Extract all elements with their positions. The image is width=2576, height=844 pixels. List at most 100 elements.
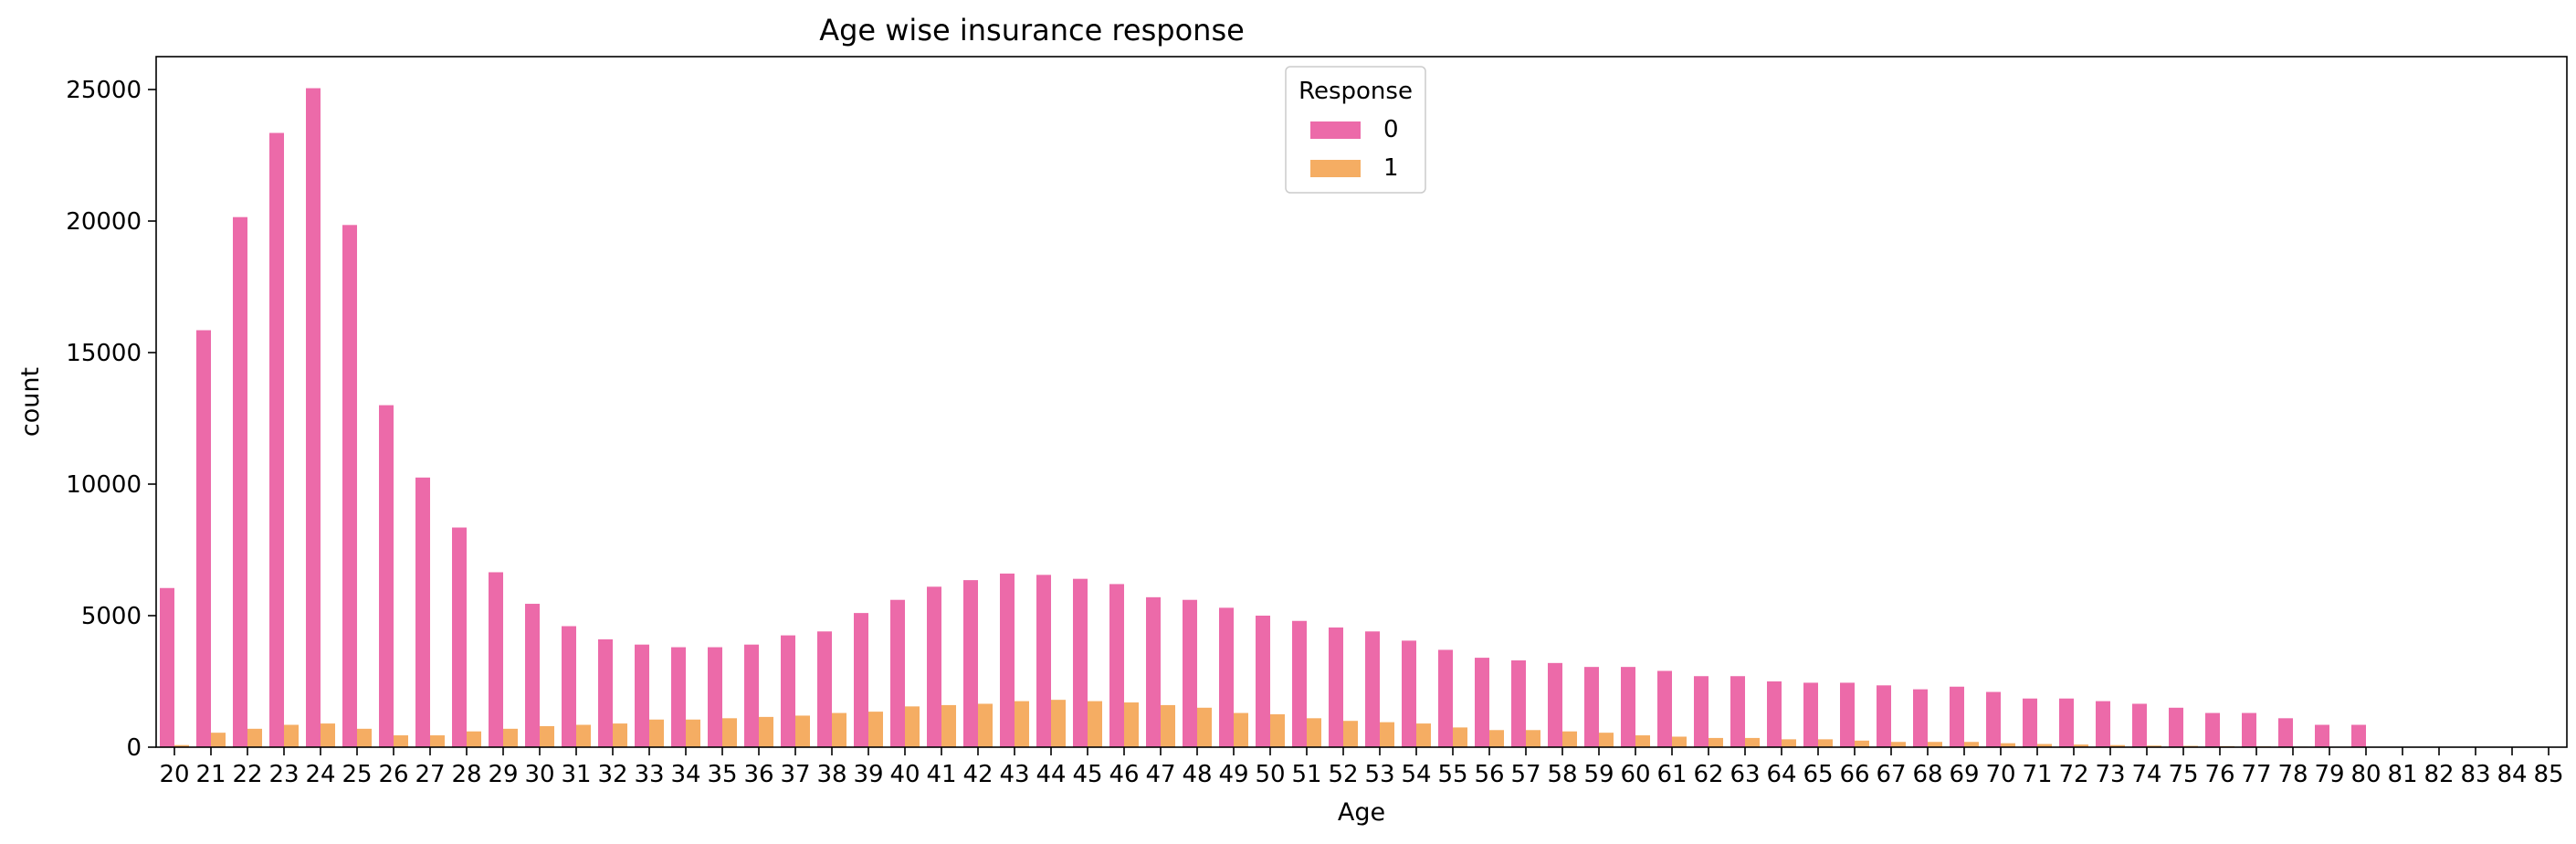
bar-response-0-age-46 bbox=[1109, 584, 1124, 747]
bar-response-0-age-59 bbox=[1584, 667, 1599, 747]
bar-response-1-age-54 bbox=[1416, 723, 1431, 747]
x-tick-label: 83 bbox=[2460, 761, 2490, 788]
bar-response-0-age-44 bbox=[1036, 575, 1051, 747]
bar-response-1-age-61 bbox=[1672, 736, 1687, 747]
bar-response-0-age-55 bbox=[1438, 649, 1453, 747]
bar-response-1-age-67 bbox=[1891, 742, 1906, 747]
x-tick-label: 51 bbox=[1291, 761, 1321, 788]
bar-response-0-age-77 bbox=[2242, 712, 2256, 747]
x-tick-label: 23 bbox=[268, 761, 299, 788]
y-tick-label: 0 bbox=[126, 734, 142, 762]
y-axis-label: count bbox=[16, 367, 45, 437]
bar-response-1-age-39 bbox=[868, 712, 883, 747]
bar-response-0-age-20 bbox=[160, 587, 174, 747]
x-tick-label: 34 bbox=[670, 761, 700, 788]
bar-response-0-age-45 bbox=[1073, 578, 1088, 747]
bar-response-1-age-34 bbox=[686, 719, 700, 747]
bar-response-1-age-43 bbox=[1015, 701, 1029, 747]
x-tick-label: 44 bbox=[1036, 761, 1066, 788]
bar-response-1-age-60 bbox=[1635, 735, 1650, 747]
bar-response-1-age-62 bbox=[1709, 737, 1723, 747]
y-tick-label: 5000 bbox=[81, 603, 142, 630]
x-tick-label: 79 bbox=[2314, 761, 2344, 788]
bar-response-0-age-42 bbox=[963, 580, 978, 747]
x-tick-label: 49 bbox=[1218, 761, 1248, 788]
bar-response-0-age-33 bbox=[635, 644, 649, 747]
x-tick-label: 46 bbox=[1109, 761, 1139, 788]
bar-response-0-age-41 bbox=[927, 586, 941, 747]
bar-response-1-age-44 bbox=[1051, 700, 1066, 747]
x-tick-label: 48 bbox=[1182, 761, 1212, 788]
bar-response-1-age-50 bbox=[1270, 714, 1285, 747]
legend-title: Response bbox=[1299, 78, 1413, 105]
bar-response-1-age-65 bbox=[1818, 739, 1833, 747]
bar-response-0-age-69 bbox=[1950, 686, 1964, 747]
bar-response-1-age-42 bbox=[978, 703, 993, 747]
bar-response-0-age-80 bbox=[2351, 724, 2366, 747]
bar-response-1-age-58 bbox=[1562, 731, 1577, 747]
bar-response-0-age-31 bbox=[562, 626, 576, 747]
x-tick-label: 32 bbox=[597, 761, 627, 788]
bar-response-0-age-72 bbox=[2059, 698, 2074, 747]
bar-response-1-age-23 bbox=[284, 724, 299, 747]
x-tick-label: 68 bbox=[1912, 761, 1942, 788]
x-tick-label: 67 bbox=[1876, 761, 1906, 788]
bar-response-1-age-21 bbox=[211, 733, 226, 747]
x-tick-label: 20 bbox=[159, 761, 189, 788]
y-tick-label: 25000 bbox=[66, 77, 142, 104]
x-tick-label: 25 bbox=[342, 761, 372, 788]
x-tick-label: 76 bbox=[2204, 761, 2234, 788]
bar-response-0-age-63 bbox=[1730, 676, 1745, 747]
bar-response-1-age-69 bbox=[1964, 742, 1979, 747]
bar-response-1-age-33 bbox=[649, 719, 664, 747]
legend-swatch-0 bbox=[1310, 121, 1361, 139]
bar-response-1-age-45 bbox=[1088, 701, 1102, 747]
bar-response-0-age-35 bbox=[708, 647, 722, 747]
x-tick-label: 26 bbox=[378, 761, 408, 788]
bar-response-1-age-57 bbox=[1526, 730, 1540, 747]
x-tick-label: 43 bbox=[999, 761, 1029, 788]
bar-response-1-age-59 bbox=[1599, 733, 1614, 747]
bar-response-1-age-38 bbox=[832, 712, 846, 747]
y-tick-label: 20000 bbox=[66, 208, 142, 236]
bar-response-1-age-28 bbox=[467, 731, 481, 747]
y-tick-label: 15000 bbox=[66, 340, 142, 367]
x-tick-label: 47 bbox=[1145, 761, 1175, 788]
x-tick-label: 66 bbox=[1839, 761, 1869, 788]
x-tick-label: 52 bbox=[1328, 761, 1358, 788]
x-axis-label: Age bbox=[1338, 798, 1385, 827]
bar-response-1-age-29 bbox=[503, 728, 518, 747]
bar-response-1-age-56 bbox=[1489, 730, 1504, 747]
x-tick-label: 28 bbox=[451, 761, 481, 788]
bar-response-1-age-53 bbox=[1380, 722, 1394, 747]
y-axis: 0 5000 10000 15000 20000 25000 bbox=[66, 77, 156, 762]
x-tick-label: 40 bbox=[889, 761, 920, 788]
x-tick-label: 84 bbox=[2497, 761, 2527, 788]
bar-response-0-age-62 bbox=[1694, 676, 1709, 747]
plot-frame bbox=[155, 56, 2568, 748]
bar-response-0-age-25 bbox=[342, 225, 357, 747]
bar-response-0-age-39 bbox=[854, 613, 868, 747]
bar-response-0-age-27 bbox=[415, 477, 430, 747]
bar-response-0-age-73 bbox=[2096, 701, 2110, 747]
x-tick-label: 22 bbox=[232, 761, 262, 788]
bar-response-0-age-75 bbox=[2169, 707, 2183, 747]
bar-response-0-age-49 bbox=[1219, 607, 1234, 747]
x-tick-label: 38 bbox=[816, 761, 846, 788]
bar-response-1-age-20 bbox=[174, 744, 189, 747]
bar-response-1-age-63 bbox=[1745, 737, 1760, 747]
x-tick-label: 29 bbox=[488, 761, 518, 788]
bar-response-0-age-29 bbox=[489, 572, 503, 747]
bar-response-0-age-30 bbox=[525, 604, 540, 747]
legend-swatch-1 bbox=[1310, 160, 1361, 177]
bar-response-0-age-47 bbox=[1146, 596, 1161, 747]
bar-response-0-age-67 bbox=[1877, 685, 1891, 747]
x-tick-label: 50 bbox=[1255, 761, 1285, 788]
bar-response-1-age-48 bbox=[1197, 707, 1212, 747]
bar-response-0-age-21 bbox=[196, 330, 211, 747]
bar-response-0-age-65 bbox=[1803, 682, 1818, 747]
bar-response-0-age-24 bbox=[306, 88, 321, 747]
bar-response-0-age-32 bbox=[598, 638, 613, 747]
legend-label-0: 0 bbox=[1383, 116, 1399, 143]
